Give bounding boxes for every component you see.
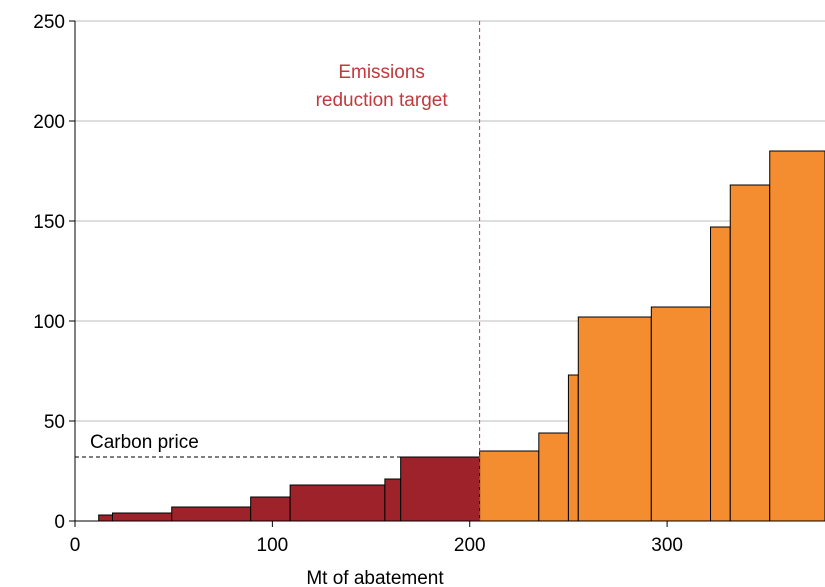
bar-6 [384,478,402,522]
bar-5 [289,484,386,522]
reference-lines [75,21,481,521]
bar-15 [769,150,825,522]
bar-14 [729,184,771,522]
bar-2 [112,512,173,522]
y-tick-label-250: 250 [33,12,65,33]
target-annotation-line2: reduction target [316,90,449,111]
bar-12 [650,306,712,522]
bar-1 [98,514,114,522]
y-tick-label-200: 200 [33,112,65,133]
y-tick-label-150: 150 [33,212,65,233]
bar-11 [577,316,652,522]
axes: 0 50 100 150 200 250 0 100 200 300 [33,12,825,556]
carbon-price-label: Carbon price [90,432,199,453]
x-tick-label-300: 300 [651,535,683,556]
x-tick-label-200: 200 [454,535,486,556]
bar-7 [400,456,481,522]
bar-4 [250,496,291,522]
bar-9 [538,432,569,522]
x-tick-label-0: 0 [70,535,81,556]
bar-8 [479,450,540,522]
bar-10 [567,374,579,522]
y-tick-label-100: 100 [33,312,65,333]
y-tick-label-0: 0 [54,512,65,533]
bar-13 [710,226,731,522]
abatement-bars [98,150,825,522]
y-tick-label-50: 50 [44,412,65,433]
bar-3 [171,506,252,522]
x-axis-label: Mt of abatement [306,568,444,587]
x-tick-label-100: 100 [257,535,289,556]
target-annotation-line1: Emissions [338,62,425,83]
